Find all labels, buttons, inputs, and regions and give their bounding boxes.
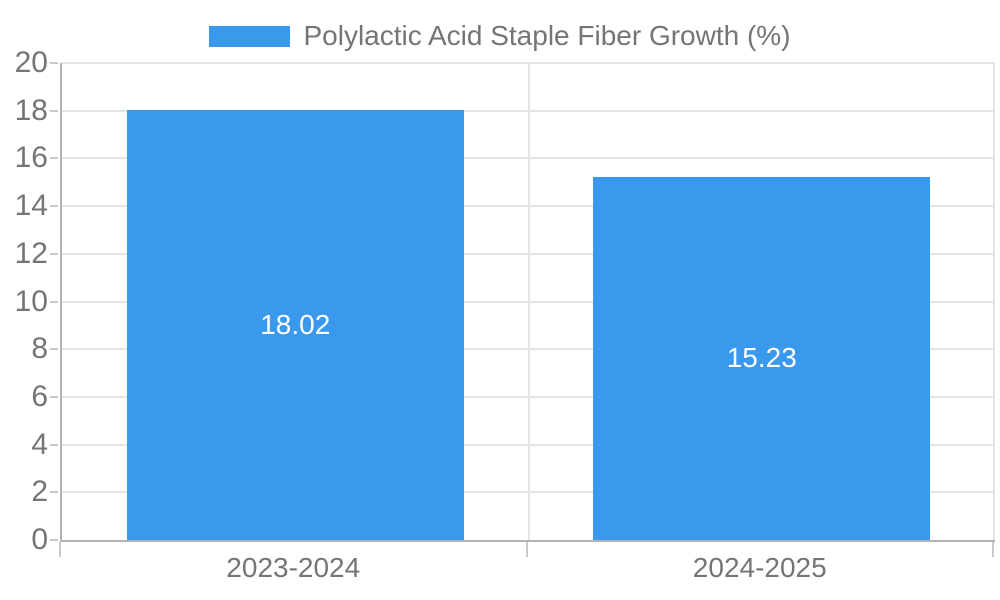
- y-axis-label: 8: [31, 332, 48, 366]
- y-axis-tick: [50, 395, 58, 398]
- y-axis-tick: [50, 443, 58, 446]
- y-axis-label: 2: [31, 475, 48, 509]
- bar[interactable]: [126, 110, 464, 540]
- y-axis-label: 20: [14, 46, 48, 79]
- x-axis-label: 2023-2024: [226, 552, 361, 583]
- y-axis-label: 12: [14, 236, 48, 270]
- y-axis-label: 14: [14, 189, 48, 223]
- bar-value-label: 18.02: [260, 309, 331, 341]
- y-axis-tick: [50, 252, 58, 255]
- y-axis-label: 0: [31, 523, 48, 556]
- y-axis-label: 18: [14, 93, 48, 127]
- y-axis-tick: [50, 300, 58, 303]
- y-axis-tick: [50, 62, 58, 64]
- chart-legend[interactable]: Polylactic Acid Staple Fiber Growth (%): [0, 22, 1000, 50]
- y-axis-tick: [50, 491, 58, 494]
- legend-label: Polylactic Acid Staple Fiber Growth (%): [303, 20, 791, 51]
- x-axis-tick: [992, 542, 994, 557]
- y-axis-tick: [50, 109, 58, 112]
- y-axis-tick: [50, 205, 58, 208]
- legend-swatch-icon: [209, 25, 291, 47]
- axis-split-line: [993, 63, 995, 540]
- x-axis-tick: [59, 542, 61, 557]
- y-axis-tick: [50, 539, 58, 541]
- x-axis-label: 2024-2025: [692, 552, 827, 583]
- y-axis-label: 10: [14, 284, 48, 318]
- y-axis-label: 6: [31, 379, 48, 413]
- y-axis-label: 16: [14, 141, 48, 175]
- plot-area: 18.02 15.23: [60, 62, 995, 542]
- x-axis-tick: [525, 542, 528, 557]
- bar-value-label: 15.23: [726, 342, 797, 374]
- y-axis-label: 4: [31, 427, 48, 461]
- bar[interactable]: [593, 176, 931, 540]
- axis-split-line: [527, 63, 530, 540]
- y-axis-tick: [50, 157, 58, 160]
- y-axis-tick: [50, 348, 58, 351]
